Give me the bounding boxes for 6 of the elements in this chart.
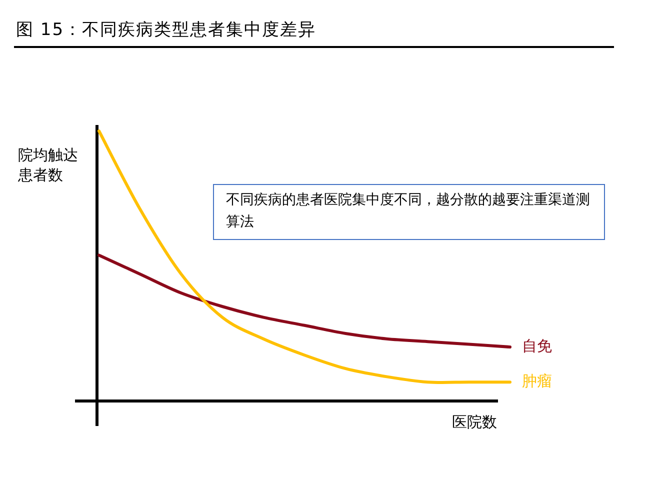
annotation: 不同疾病的患者医院集中度不同，越分散的越要注重渠道测算法 xyxy=(213,184,605,240)
x-axis-title: 医院数 xyxy=(452,413,497,432)
chart-title: 图 15：不同疾病类型患者集中度差异 xyxy=(16,19,316,41)
series-label: 肿瘤 xyxy=(522,372,552,392)
y-axis-title: 院均触达患者数 xyxy=(18,145,79,185)
series-label: 自免 xyxy=(522,337,552,356)
